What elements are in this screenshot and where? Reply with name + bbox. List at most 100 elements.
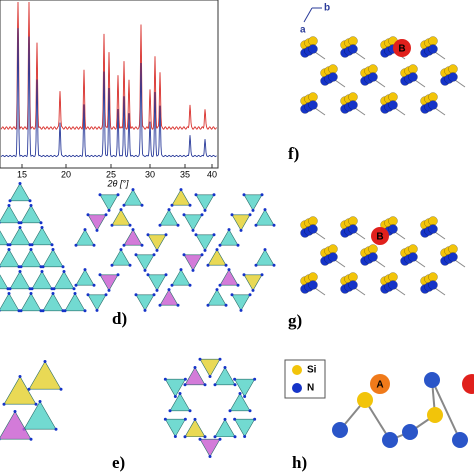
- atom: [308, 100, 318, 110]
- atom: [243, 435, 247, 439]
- atom: [18, 375, 22, 379]
- atom: [86, 293, 90, 297]
- atom: [233, 435, 237, 439]
- atom: [122, 243, 126, 247]
- atom: [39, 221, 43, 225]
- atom: [328, 244, 338, 254]
- atom: [8, 243, 12, 247]
- atom: [368, 252, 378, 262]
- atom: [155, 248, 159, 252]
- tetrahedron: [75, 229, 95, 246]
- atom: [218, 357, 222, 361]
- atom: [83, 228, 87, 232]
- atom: [98, 273, 102, 277]
- atom: [51, 247, 55, 251]
- atom: [146, 233, 150, 237]
- atom: [119, 248, 123, 252]
- atom: [218, 437, 222, 441]
- atom: [198, 357, 202, 361]
- atom: [59, 387, 63, 391]
- xrd-frame: [0, 0, 219, 169]
- tetrahedron: [20, 248, 42, 268]
- tetrahedron: [64, 292, 86, 312]
- atom: [328, 64, 338, 74]
- atom: [143, 308, 147, 312]
- legend-n: N: [307, 383, 314, 394]
- atom: [18, 225, 22, 229]
- atom: [427, 407, 443, 423]
- atom: [143, 268, 147, 272]
- atom: [388, 272, 398, 282]
- bond: [431, 379, 461, 441]
- tetrahedron: [42, 248, 64, 268]
- atom: [227, 268, 231, 272]
- atom: [134, 253, 138, 257]
- atom: [188, 283, 192, 287]
- atom: [402, 424, 418, 440]
- site-marker: [370, 374, 390, 394]
- atom: [224, 303, 228, 307]
- atom: [170, 203, 174, 207]
- atom: [348, 272, 358, 282]
- panel-label: e): [112, 453, 125, 472]
- atom: [308, 36, 318, 46]
- tetrahedron: [234, 378, 256, 398]
- atom: [206, 263, 210, 267]
- atom: [328, 252, 338, 262]
- tetrahedron: [0, 204, 20, 224]
- atom: [188, 203, 192, 207]
- atom: [183, 377, 187, 381]
- atom: [236, 283, 240, 287]
- atom: [62, 269, 66, 273]
- atom: [29, 203, 33, 207]
- atom: [203, 248, 207, 252]
- tetrahedron: [135, 294, 155, 311]
- atom: [41, 265, 45, 269]
- atom: [368, 244, 378, 254]
- atom: [428, 224, 438, 234]
- atom: [128, 263, 132, 267]
- atom: [158, 223, 162, 227]
- atom: [41, 309, 45, 313]
- atom: [348, 216, 358, 226]
- atom: [348, 36, 358, 46]
- atom: [183, 417, 187, 421]
- atom: [448, 252, 458, 262]
- tetrahedron: [231, 214, 251, 231]
- atom: [116, 193, 120, 197]
- atom: [248, 213, 252, 217]
- tetrahedron: [0, 248, 20, 268]
- tetrahedron: [184, 366, 206, 386]
- atom: [51, 291, 55, 295]
- atom: [203, 435, 207, 439]
- atom: [158, 303, 162, 307]
- atom: [348, 100, 358, 110]
- tetrahedron: [87, 214, 107, 231]
- atom: [224, 263, 228, 267]
- atom: [448, 72, 458, 82]
- atom: [0, 309, 1, 312]
- atom: [110, 263, 114, 267]
- tetrahedron: [199, 438, 221, 458]
- atom: [227, 228, 231, 232]
- atom: [13, 410, 17, 414]
- atom: [54, 427, 58, 431]
- tick-label: 40: [207, 169, 217, 179]
- atom: [428, 100, 438, 110]
- atom: [238, 391, 242, 395]
- atom: [223, 365, 227, 369]
- tetrahedron: [75, 269, 95, 286]
- tetrahedron: [0, 274, 9, 290]
- tetrahedron: [147, 234, 167, 251]
- atom: [308, 272, 318, 282]
- atom: [179, 268, 183, 272]
- atom: [191, 228, 195, 232]
- atom: [408, 72, 418, 82]
- atom: [92, 243, 96, 247]
- atom: [408, 252, 418, 262]
- atom: [242, 193, 246, 197]
- atom: [428, 92, 438, 102]
- atom: [248, 409, 252, 413]
- tetrahedron: [183, 254, 203, 271]
